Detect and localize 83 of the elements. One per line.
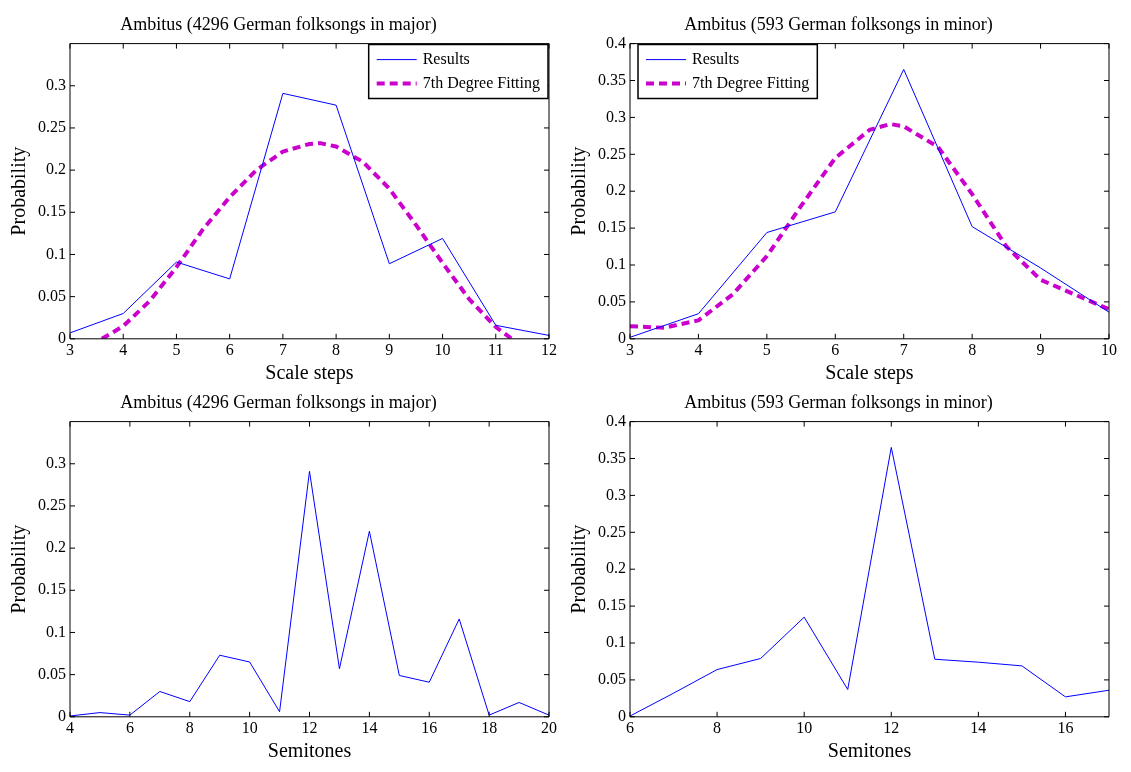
- x-tick-label: 5: [172, 340, 181, 358]
- y-tick-label: 0.3: [46, 75, 66, 93]
- x-tick-label: 6: [831, 340, 840, 358]
- y-axis-title: Probability: [7, 524, 31, 614]
- y-tick-label: 0.2: [606, 181, 626, 199]
- y-tick-label: 0.2: [606, 559, 626, 577]
- x-tick-label: 12: [541, 340, 557, 358]
- x-tick-label: 18: [481, 718, 498, 736]
- x-tick-label: 10: [434, 340, 451, 358]
- y-tick-label: 0: [618, 707, 626, 724]
- line-series: [630, 122, 1109, 330]
- x-tick-label: 16: [1057, 718, 1074, 736]
- x-tick-label: 8: [332, 340, 341, 358]
- y-axis-title: Probability: [567, 146, 591, 236]
- y-tick-label: 0.2: [46, 160, 66, 178]
- y-tick-label: 0.05: [598, 292, 626, 310]
- x-tick-label: 16: [421, 718, 438, 736]
- y-tick-label: 0.15: [38, 202, 66, 220]
- x-tick-label: 3: [626, 340, 634, 358]
- chart-title: Ambitus (593 German folksongs in minor): [684, 13, 993, 35]
- x-tick-label: 5: [762, 340, 771, 358]
- x-tick-label: 4: [119, 340, 128, 358]
- y-tick-label: 0.1: [606, 633, 626, 651]
- y-tick-label: 0.3: [46, 453, 66, 471]
- x-tick-label: 10: [796, 718, 813, 736]
- legend-label: Results: [692, 49, 740, 67]
- y-tick-label: 0.35: [598, 448, 626, 466]
- chart-title: Ambitus (4296 German folksongs in major): [120, 391, 437, 413]
- x-tick-label: 4: [694, 340, 703, 358]
- x-tick-label: 7: [899, 340, 908, 358]
- chart-title: Ambitus (593 German folksongs in minor): [684, 391, 993, 413]
- y-tick-label: 0.05: [38, 664, 66, 682]
- y-tick-label: 0.1: [46, 244, 66, 262]
- x-tick-label: 14: [361, 718, 378, 736]
- y-tick-label: 0.25: [38, 118, 66, 136]
- x-tick-label: 8: [185, 718, 194, 736]
- x-tick-label: 6: [626, 718, 634, 736]
- x-tick-label: 8: [713, 718, 722, 736]
- x-tick-label: 9: [1036, 340, 1045, 358]
- y-tick-label: 0.35: [598, 70, 626, 88]
- x-tick-label: 14: [970, 718, 987, 736]
- legend-label: 7th Degree Fitting: [692, 73, 810, 92]
- y-tick-label: 0.25: [38, 496, 66, 514]
- y-tick-label: 0.1: [606, 255, 626, 273]
- x-axis-title: Semitones: [267, 739, 352, 762]
- y-tick-label: 0: [618, 329, 626, 346]
- y-tick-label: 0.15: [38, 580, 66, 598]
- x-axis-title: Scale steps: [825, 361, 914, 385]
- x-tick-label: 20: [541, 718, 557, 736]
- y-tick-label: 0.25: [598, 144, 626, 162]
- y-tick-label: 0.3: [606, 107, 626, 125]
- y-tick-label: 0.05: [38, 286, 66, 304]
- y-tick-label: 0.4: [606, 411, 626, 429]
- y-tick-label: 0.25: [598, 522, 626, 540]
- y-tick-label: 0.15: [598, 218, 626, 236]
- y-axis-title: Probability: [567, 524, 591, 614]
- x-tick-label: 3: [66, 340, 74, 358]
- x-tick-label: 12: [301, 718, 318, 736]
- y-tick-label: 0.15: [598, 596, 626, 614]
- legend-label: Results: [422, 49, 470, 67]
- y-tick-label: 0.05: [598, 670, 626, 688]
- x-tick-label: 10: [241, 718, 258, 736]
- legend-label: 7th Degree Fitting: [422, 73, 540, 92]
- y-tick-label: 0: [58, 329, 66, 346]
- x-tick-label: 8: [968, 340, 977, 358]
- x-axis-title: Semitones: [827, 739, 912, 762]
- y-tick-label: 0: [58, 707, 66, 724]
- y-tick-label: 0.4: [606, 33, 626, 51]
- x-tick-label: 6: [225, 340, 234, 358]
- line-series: [99, 141, 514, 339]
- x-tick-label: 6: [125, 718, 134, 736]
- x-tick-label: 12: [883, 718, 900, 736]
- x-tick-label: 9: [385, 340, 394, 358]
- y-axis-title: Probability: [7, 146, 31, 236]
- x-tick-label: 10: [1101, 340, 1117, 358]
- y-tick-label: 0.3: [606, 485, 626, 503]
- chart-title: Ambitus (4296 German folksongs in major): [120, 13, 437, 35]
- y-tick-label: 0.2: [46, 538, 66, 556]
- x-tick-label: 4: [66, 718, 74, 736]
- x-axis-title: Scale steps: [265, 361, 354, 385]
- x-tick-label: 7: [278, 340, 287, 358]
- x-tick-label: 11: [488, 340, 504, 358]
- y-tick-label: 0.1: [46, 622, 66, 640]
